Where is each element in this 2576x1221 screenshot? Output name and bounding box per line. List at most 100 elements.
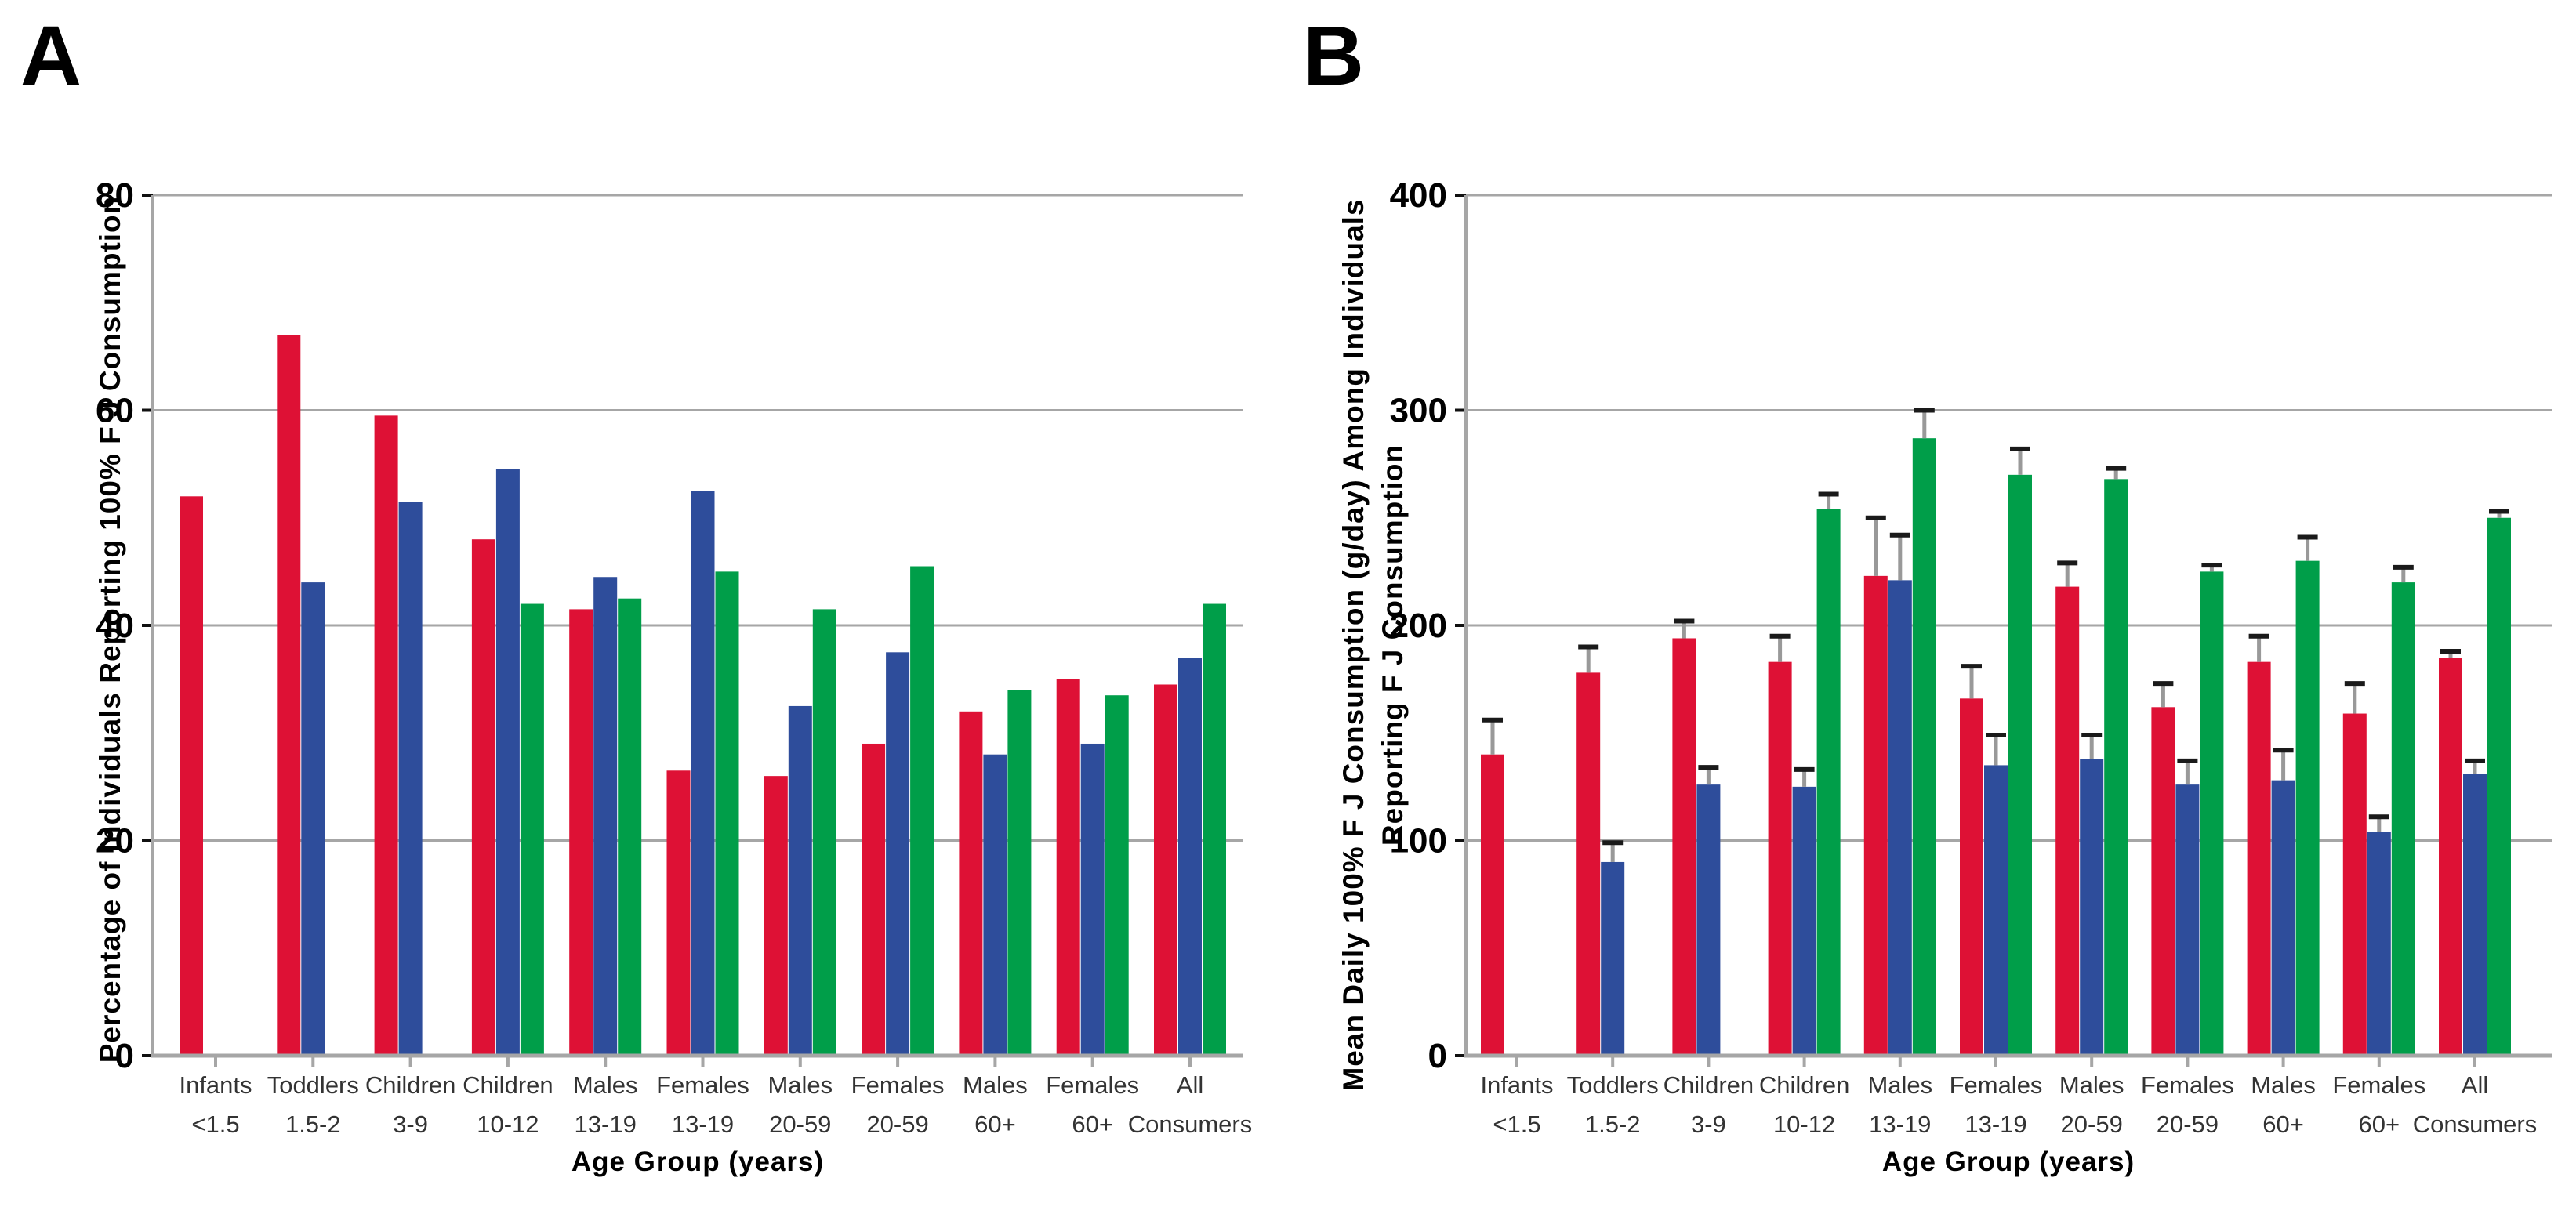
category-label: Males (963, 1071, 1028, 1099)
bar-series-blue-7 (886, 652, 910, 1056)
bar-series-blue-4 (1888, 580, 1912, 1056)
bar-series-green-4 (1912, 438, 1936, 1056)
category-label-range: 60+ (2262, 1110, 2304, 1138)
category-label: Toddlers (267, 1071, 359, 1099)
bar-series-green-3 (520, 603, 544, 1056)
bar-series-red-8 (2247, 661, 2271, 1056)
y-tick-label: 40 (96, 607, 134, 645)
bar-series-green-7 (2200, 571, 2224, 1056)
category-label: Children (1759, 1071, 1849, 1099)
panel-a-x-axis-title: Age Group (years) (571, 1147, 825, 1177)
bar-series-blue-9 (1080, 743, 1105, 1056)
category-label: Females (656, 1071, 749, 1099)
bar-series-blue-1 (301, 582, 325, 1056)
bar-series-red-2 (374, 415, 398, 1056)
panel-b-label: B (1303, 8, 1364, 103)
panel-b-x-axis-title: Age Group (years) (1881, 1147, 2135, 1177)
category-label: Males (573, 1071, 638, 1099)
bar-series-blue-8 (983, 754, 1007, 1056)
category-label: Females (851, 1071, 945, 1099)
category-label-range: 13-19 (672, 1110, 734, 1138)
bar-series-red-5 (666, 770, 691, 1056)
bar-series-blue-9 (2367, 832, 2391, 1056)
category-label: Females (1950, 1071, 2043, 1099)
category-label-range: 13-19 (1869, 1110, 1931, 1138)
bar-series-blue-2 (1696, 784, 1721, 1056)
y-tick-label: 20 (96, 822, 134, 860)
bar-series-blue-10 (1178, 658, 1202, 1056)
category-label: Children (463, 1071, 553, 1099)
bar-series-green-9 (2391, 582, 2415, 1056)
bar-series-red-1 (277, 335, 301, 1056)
bar-series-red-2 (1672, 638, 1696, 1056)
category-label-range: 20-59 (769, 1110, 831, 1138)
y-tick-label: 0 (115, 1037, 134, 1075)
category-label-range: 60+ (2359, 1110, 2400, 1138)
y-tick-label: 200 (1390, 607, 1447, 645)
bar-series-red-3 (471, 539, 495, 1056)
category-label-range: 13-19 (575, 1110, 637, 1138)
bar-series-red-5 (1960, 698, 1983, 1056)
category-label-range: 10-12 (1773, 1110, 1835, 1138)
y-tick-label: 300 (1390, 392, 1447, 430)
category-label-range: 3-9 (393, 1110, 428, 1138)
bar-series-green-8 (2295, 560, 2320, 1056)
y-tick-label: 60 (96, 392, 134, 430)
bar-series-red-8 (959, 711, 983, 1056)
bar-series-red-4 (569, 609, 593, 1056)
bar-series-blue-10 (2463, 774, 2487, 1056)
category-label-range: Consumers (1128, 1110, 1253, 1138)
bar-series-red-10 (1154, 684, 1177, 1056)
bar-series-red-7 (2151, 707, 2175, 1056)
bar-series-blue-3 (1792, 786, 1816, 1056)
y-tick-label: 400 (1390, 176, 1447, 215)
bar-series-green-7 (910, 566, 934, 1056)
category-label: All (2462, 1071, 2488, 1099)
bar-series-blue-6 (788, 705, 812, 1056)
category-label-range: 60+ (974, 1110, 1016, 1138)
category-label-range: 3-9 (1691, 1110, 1726, 1138)
bar-series-red-7 (862, 743, 886, 1056)
category-label: Children (1664, 1071, 1754, 1099)
bar-series-green-5 (715, 571, 739, 1056)
category-label-range: 60+ (1072, 1110, 1113, 1138)
bar-series-blue-4 (593, 577, 618, 1056)
bar-series-red-0 (180, 496, 203, 1056)
category-label-range: 13-19 (1965, 1110, 2026, 1138)
bar-series-red-6 (764, 776, 788, 1056)
bar-series-red-10 (2439, 658, 2462, 1056)
category-label: Males (2251, 1071, 2316, 1099)
bar-series-red-4 (1863, 575, 1888, 1056)
y-tick-label: 100 (1390, 822, 1447, 860)
bar-series-blue-6 (2080, 759, 2104, 1056)
category-label-range: 20-59 (2061, 1110, 2123, 1138)
panel-a-label: A (20, 8, 82, 103)
bar-series-blue-2 (398, 502, 423, 1056)
category-label-range: 1.5-2 (285, 1110, 341, 1138)
bar-series-red-1 (1576, 672, 1601, 1056)
bar-series-red-9 (1056, 679, 1080, 1056)
category-label-range: 20-59 (866, 1110, 928, 1138)
category-label: Males (1867, 1071, 1932, 1099)
category-label-range: 1.5-2 (1585, 1110, 1641, 1138)
category-label: Infants (1480, 1071, 1553, 1099)
bar-series-blue-8 (2271, 780, 2295, 1056)
category-label: Children (365, 1071, 455, 1099)
bar-series-blue-3 (495, 469, 520, 1056)
bar-series-green-6 (812, 609, 836, 1056)
bar-series-red-6 (2055, 586, 2080, 1056)
bar-series-green-6 (2104, 479, 2128, 1056)
bar-series-green-8 (1007, 690, 1032, 1056)
bar-series-blue-1 (1601, 861, 1625, 1056)
y-tick-label: 80 (96, 176, 134, 215)
category-label-range: <1.5 (191, 1110, 239, 1138)
category-label: Toddlers (1567, 1071, 1659, 1099)
category-label: Females (2141, 1071, 2234, 1099)
bar-series-blue-5 (691, 491, 715, 1056)
bar-series-red-9 (2342, 713, 2367, 1056)
category-label-range: Consumers (2413, 1110, 2538, 1138)
bar-series-red-3 (1768, 661, 1792, 1056)
y-tick-label: 0 (1428, 1037, 1447, 1075)
category-label-range: 10-12 (477, 1110, 539, 1138)
